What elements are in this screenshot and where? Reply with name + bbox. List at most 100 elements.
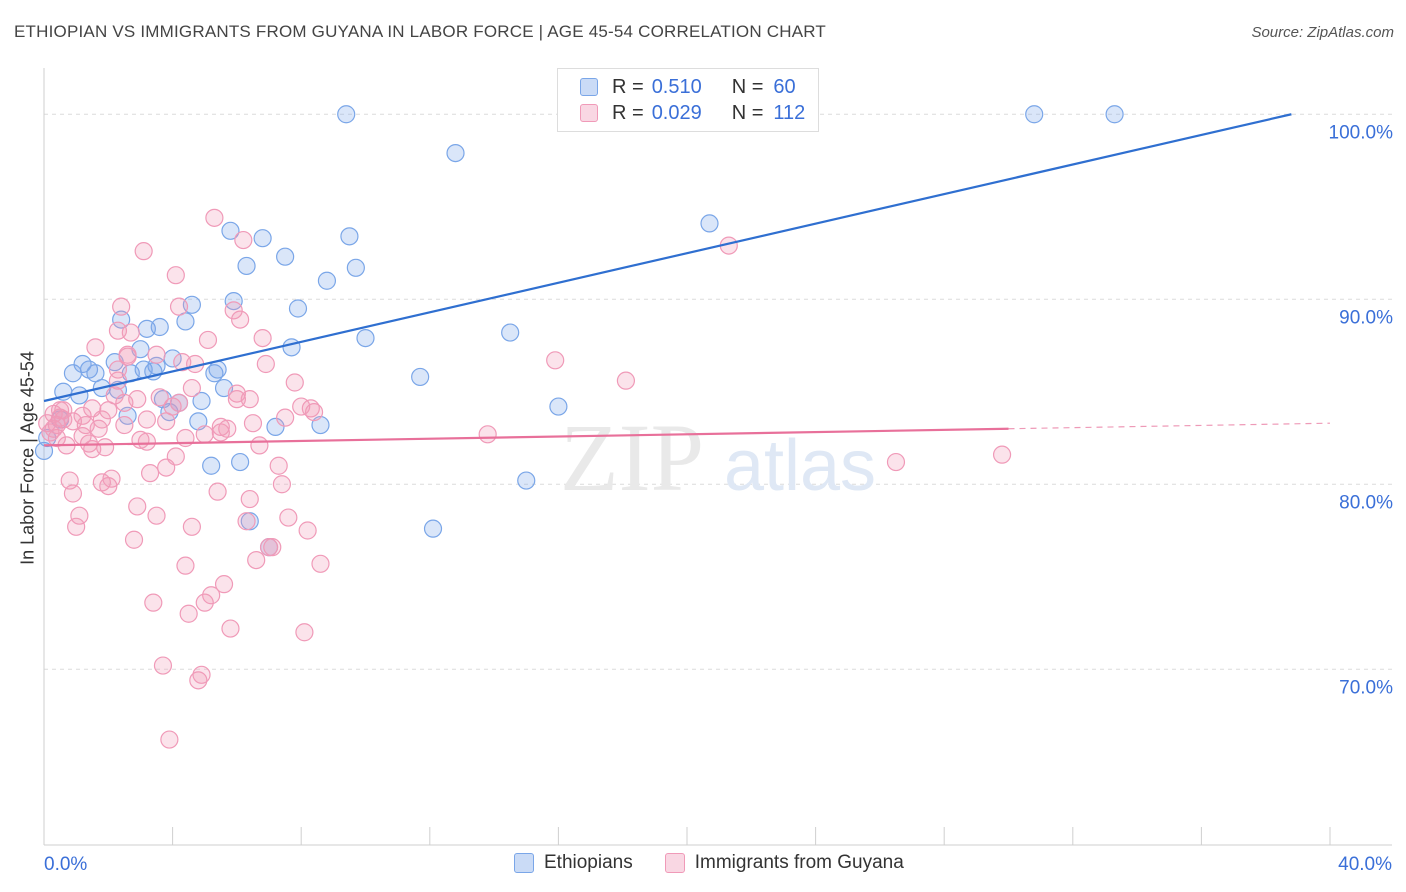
legend-r-value: 0.029 — [651, 101, 702, 124]
ethiopians-point — [70, 386, 89, 405]
ethiopians-point — [356, 329, 375, 348]
source-label: Source: ZipAtlas.com — [1251, 24, 1394, 41]
ethiopians-point — [1025, 105, 1044, 124]
guyana-point — [221, 619, 240, 638]
legend-n-value: 60 — [773, 75, 796, 98]
guyana-point — [250, 436, 269, 455]
guyana-point — [192, 665, 211, 684]
guyana-point — [102, 469, 121, 488]
guyana-point — [247, 550, 266, 570]
guyana-point — [272, 475, 292, 494]
guyana-trend-extension — [1008, 422, 1331, 430]
guyana-point — [195, 593, 214, 612]
guyana-point — [166, 266, 185, 285]
ethiopians-point — [192, 391, 211, 411]
guyana-point — [198, 330, 218, 350]
guyana-point — [169, 393, 189, 412]
watermark-zip: ZIP — [560, 404, 704, 511]
axes — [43, 68, 1392, 846]
guyana-point — [295, 623, 314, 642]
guyana-point — [128, 497, 147, 516]
guyana-point — [256, 354, 275, 374]
guyana-point — [263, 538, 282, 557]
guyana-point — [292, 397, 311, 416]
legend-r-label: R = — [612, 101, 644, 124]
guyana-point — [189, 671, 208, 690]
guyana-point — [150, 388, 169, 407]
trend-lines — [43, 113, 1331, 447]
legend-swatch-ethiopians — [514, 853, 534, 873]
guyana-point — [298, 521, 317, 540]
legend-swatch-ethiopians — [580, 78, 598, 96]
x-tick-label: 0.0% — [44, 854, 87, 875]
ethiopians-point — [112, 310, 131, 329]
legend-swatch-guyana — [664, 853, 685, 873]
guyana-point — [153, 656, 173, 675]
guyana-point — [67, 517, 86, 536]
ethiopians-point — [501, 323, 520, 342]
guyana-point — [285, 373, 304, 392]
guyana-point — [124, 530, 144, 549]
ethiopians-point — [346, 258, 365, 277]
ethiopians-point — [317, 271, 337, 290]
guyana-point — [47, 428, 66, 448]
ethiopians-point — [282, 338, 301, 357]
guyana-point — [121, 323, 140, 342]
ethiopians-point — [411, 367, 430, 387]
guyana-point — [253, 329, 272, 348]
watermark: ZIP atlas — [560, 404, 876, 511]
legend-row-ethiopians: R = 0.510 N = 60 — [580, 74, 796, 100]
ethiopians-point — [221, 221, 240, 240]
ethiopians-point — [276, 247, 295, 266]
guyana-point — [176, 556, 195, 575]
legend-item-ethiopians[interactable]: Ethiopians — [514, 852, 633, 874]
guyana-point — [202, 586, 221, 605]
legend-n-value: 112 — [773, 101, 806, 124]
guyana-point — [128, 390, 147, 409]
x-tick-label: 40.0% — [1338, 854, 1392, 875]
ethiopians-point — [231, 452, 250, 472]
guyana-point — [86, 338, 105, 357]
ethiopians-point — [208, 360, 227, 379]
series-legend: Ethiopians Immigrants from Guyana — [514, 852, 936, 874]
guyana-point — [92, 410, 111, 429]
guyana-point — [160, 730, 179, 749]
ethiopians-point — [202, 456, 221, 475]
legend-label-guyana: Immigrants from Guyana — [694, 852, 904, 873]
ethiopians-point — [1105, 105, 1124, 124]
legend-item-guyana[interactable]: Immigrants from Guyana — [664, 852, 904, 874]
guyana-point — [218, 419, 237, 438]
guyana-point — [240, 390, 259, 409]
guyana-point — [182, 517, 201, 536]
guyana-point — [144, 593, 163, 612]
guyana-point — [208, 482, 227, 501]
ethiopians-point — [266, 417, 285, 436]
guyana-point — [137, 410, 156, 429]
legend-row-guyana: R = 0.029 N = 112 — [580, 100, 805, 126]
ethiopians-point — [337, 105, 356, 124]
guyana-point — [112, 297, 131, 316]
guyana-point — [243, 414, 263, 433]
guyana-point — [546, 351, 565, 370]
guyana-point — [992, 445, 1012, 464]
guyana-point — [63, 484, 83, 503]
guyana-point — [157, 412, 176, 431]
ethiopians-point — [38, 428, 57, 448]
guyana-point — [108, 371, 128, 390]
guyana-point — [182, 378, 201, 398]
guyana-point — [140, 464, 160, 483]
guyana-point — [134, 242, 153, 261]
guyana-point — [63, 412, 83, 431]
y-axis-label: In Labor Force | Age 45-54 — [17, 351, 38, 565]
y-tick-label: 100.0% — [1329, 122, 1394, 143]
guyana-point — [227, 390, 246, 409]
guyana-point — [616, 371, 636, 390]
ethiopians-point — [288, 299, 308, 318]
guyana-point — [224, 301, 243, 320]
guyana-trend-line — [43, 427, 1009, 447]
ethiopians-point — [150, 317, 169, 337]
guyana-point — [118, 345, 137, 364]
ethiopians-point — [340, 227, 359, 246]
guyana-point — [214, 575, 234, 594]
